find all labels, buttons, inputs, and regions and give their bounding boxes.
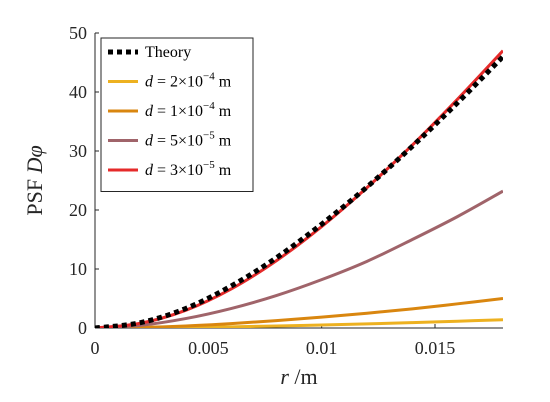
y-axis-label: PSF Dφ (22, 145, 47, 215)
legend-label-2: d = 1×10−4 m (145, 100, 232, 120)
x-tick-label: 0.005 (188, 338, 229, 358)
x-axis-label: r /m (280, 364, 317, 389)
legend-label-0: Theory (145, 44, 191, 61)
series-line-3 (95, 189, 503, 328)
legend-label-1: d = 2×10−4 m (145, 71, 232, 91)
x-tick-label: 0.015 (415, 338, 456, 358)
legend-label-4: d = 3×10−5 m (145, 159, 232, 179)
legend-box (100, 37, 254, 192)
y-tick-label: 50 (69, 23, 87, 43)
series-line-2 (95, 297, 503, 328)
y-tick-label: 30 (69, 141, 87, 161)
y-tick-label: 10 (69, 259, 87, 279)
y-tick-label: 40 (69, 82, 87, 102)
series-line-0 (95, 54, 503, 328)
x-tick-label: 0.01 (306, 338, 338, 358)
y-tick-label: 0 (78, 318, 87, 338)
y-tick-label: 20 (69, 200, 87, 220)
x-tick-label: 0 (91, 338, 100, 358)
legend-label-3: d = 5×10−5 m (145, 130, 232, 150)
